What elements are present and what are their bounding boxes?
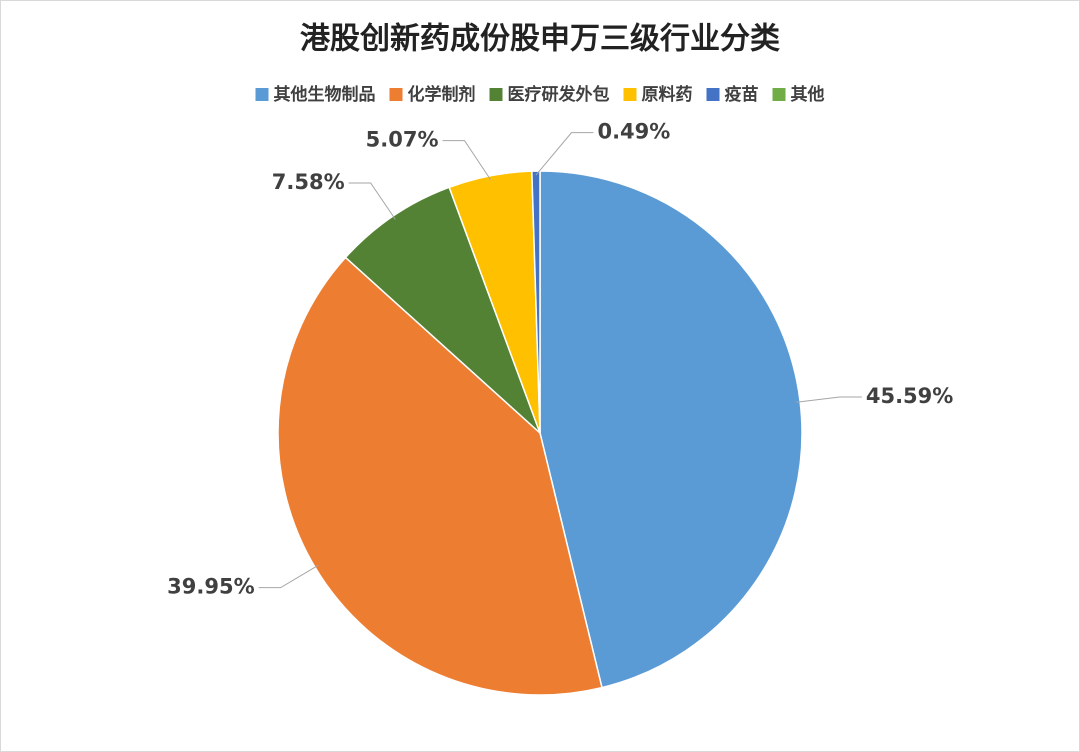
legend-swatch bbox=[489, 88, 503, 101]
legend-text: 疫苗 bbox=[725, 84, 759, 105]
legend-text: 化学制剂 bbox=[408, 84, 476, 105]
leader-line bbox=[442, 140, 492, 181]
value-label: 5.07% bbox=[366, 128, 439, 152]
leader-line bbox=[535, 132, 594, 176]
leader-line bbox=[796, 396, 862, 403]
leader-line bbox=[258, 564, 319, 589]
legend-text: 原料药 bbox=[642, 84, 693, 105]
value-label: 39.95% bbox=[167, 575, 254, 599]
legend-text: 其他 bbox=[791, 84, 825, 105]
value-label: 7.58% bbox=[272, 170, 345, 194]
legend-text: 医疗研发外包 bbox=[508, 84, 610, 105]
chart-title: 港股创新药成份股申万三级行业分类 bbox=[300, 22, 780, 57]
legend-swatch bbox=[255, 88, 269, 101]
legend-text: 其他生物制品 bbox=[274, 84, 376, 105]
legend-swatch bbox=[706, 88, 720, 101]
legend-swatch bbox=[772, 88, 786, 101]
value-label: 0.49% bbox=[597, 120, 670, 144]
leader-line bbox=[348, 182, 396, 220]
legend-swatch bbox=[623, 88, 637, 101]
value-label: 45.59% bbox=[866, 384, 953, 408]
legend-swatch bbox=[389, 88, 403, 101]
